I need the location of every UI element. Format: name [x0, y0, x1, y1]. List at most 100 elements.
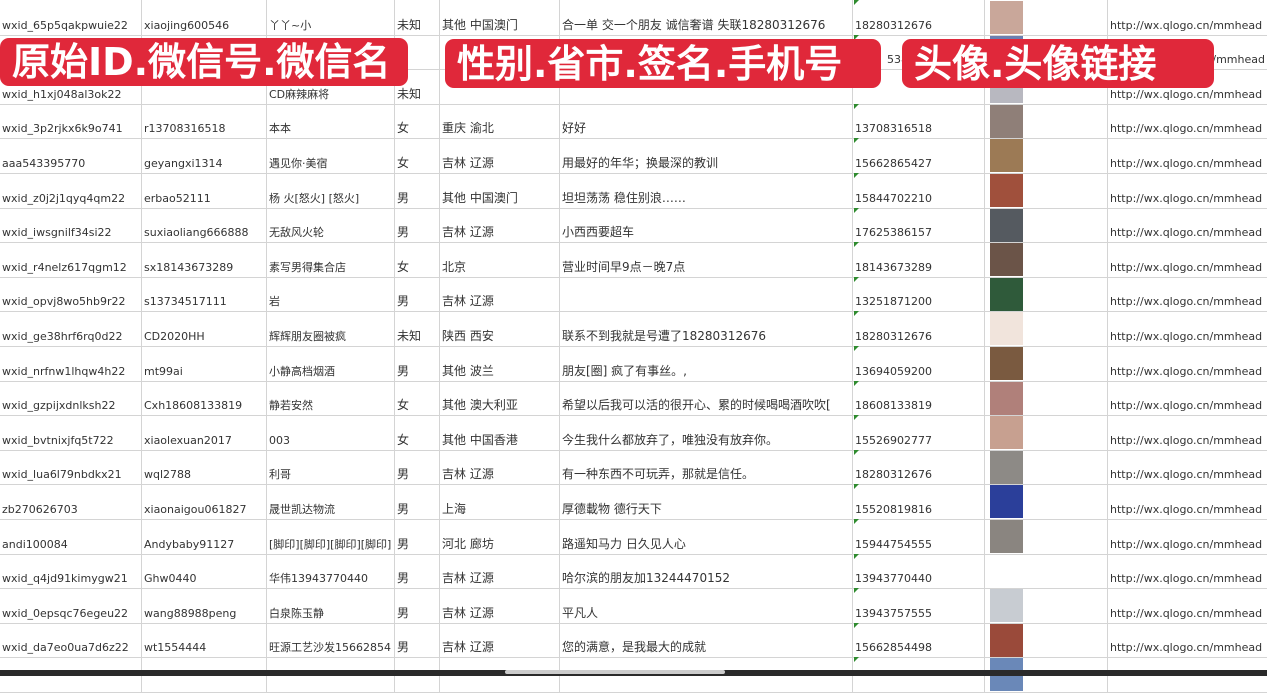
region-cell[interactable]: 吉林 辽源	[440, 449, 560, 485]
gender-cell[interactable]: 男	[395, 622, 440, 658]
gender-cell[interactable]	[395, 34, 440, 70]
gender-cell[interactable]: 男	[395, 346, 440, 381]
phone-cell[interactable]: 15662854498	[853, 622, 985, 658]
avatar-cell[interactable]	[985, 588, 1108, 623]
avatar-cell[interactable]	[985, 415, 1108, 450]
original-id-cell[interactable]: wxid_65p5qakpwuie22	[0, 0, 142, 35]
original-id-cell[interactable]: wxid_bvtnixjfq5t722	[0, 415, 142, 450]
phone-cell[interactable]: 18143673289	[853, 242, 985, 277]
wechat-id-cell[interactable]: xiaojing600546	[142, 0, 267, 35]
region-cell[interactable]: 吉林 辽源	[440, 588, 560, 623]
original-id-cell[interactable]: wxid_da7eo0ua7d6z22	[0, 622, 142, 658]
avatar-cell[interactable]	[985, 242, 1108, 277]
avatar-link-cell[interactable]: http://wx.qlogo.cn/mmhead	[1108, 415, 1267, 450]
region-cell[interactable]: 其他 波兰	[440, 346, 560, 381]
wechat-id-cell[interactable]: wt1554444	[142, 622, 267, 658]
wechat-name-cell[interactable]: CD麻辣麻将	[267, 69, 395, 104]
gender-cell[interactable]: 男	[395, 553, 440, 589]
wechat-name-cell[interactable]: 静若安然	[267, 380, 395, 416]
avatar-cell[interactable]	[985, 207, 1108, 243]
original-id-cell[interactable]: wxid_h1xj048al3ok22	[0, 69, 142, 104]
signature-cell[interactable]: 今生我什么都放弃了，唯独没有放弃你。	[560, 415, 853, 450]
avatar-link-cell[interactable]: http://wx.qlogo.cn/mmhead	[1108, 381, 1267, 416]
avatar-link-cell[interactable]: http://wx.qlogo.cn/mmhead	[1108, 311, 1267, 346]
wechat-id-cell[interactable]: r13708316518	[142, 103, 267, 139]
original-id-cell[interactable]: wxid_opvj8wo5hb9r22	[0, 276, 142, 312]
avatar-link-cell[interactable]: http://wx.qlogo.cn/mmhead	[1108, 623, 1267, 658]
region-cell[interactable]: 其他 澳大利亚	[440, 380, 560, 416]
signature-cell[interactable]: 联系不到我就是号遭了18280312676	[560, 311, 853, 346]
wechat-id-cell[interactable]: mt99ai	[142, 346, 267, 381]
avatar-cell[interactable]	[985, 449, 1108, 485]
phone-cell[interactable]: 18280312676	[853, 449, 985, 485]
wechat-name-cell[interactable]: 晟世凯达物流	[267, 484, 395, 519]
wechat-name-cell[interactable]: 素写男得集合店	[267, 242, 395, 277]
region-cell[interactable]: 吉林 辽源	[440, 138, 560, 173]
avatar-link-cell[interactable]: http://wx.qlogo.cn/mmhead	[1108, 208, 1267, 243]
wechat-name-cell[interactable]: [脚印][脚印][脚印][脚印]	[267, 519, 395, 554]
wechat-id-cell[interactable]: Ghw0440	[142, 553, 267, 589]
gender-cell[interactable]: 女	[395, 380, 440, 416]
avatar-cell[interactable]	[985, 103, 1108, 139]
original-id-cell[interactable]: andi100084	[0, 519, 142, 554]
region-cell[interactable]: 其他 中国香港	[440, 415, 560, 450]
wechat-id-cell[interactable]: Andybaby91127	[142, 519, 267, 554]
gender-cell[interactable]: 男	[395, 449, 440, 485]
wechat-id-cell[interactable]: s13734517111	[142, 276, 267, 312]
avatar-cell[interactable]	[985, 311, 1108, 346]
signature-cell[interactable]: 用最好的年华；换最深的教训	[560, 138, 853, 173]
phone-cell[interactable]: 13943770440	[853, 553, 985, 589]
avatar-cell[interactable]	[985, 622, 1108, 658]
region-cell[interactable]: 其他 中国澳门	[440, 173, 560, 208]
avatar-link-cell[interactable]: http://wx.qlogo.cn/mmhead	[1108, 346, 1267, 381]
gender-cell[interactable]: 男	[395, 519, 440, 554]
original-id-cell[interactable]: wxid_r4nelz617qgm12	[0, 242, 142, 277]
avatar-link-cell[interactable]: http://wx.qlogo.cn/mmhead	[1108, 69, 1267, 104]
region-cell[interactable]: 吉林 辽源	[440, 276, 560, 312]
wechat-id-cell[interactable]: CD2020HH	[142, 311, 267, 346]
phone-cell[interactable]: 18608133819	[853, 380, 985, 416]
region-cell[interactable]: 吉林 辽源	[440, 553, 560, 589]
wechat-name-cell[interactable]: 本本	[267, 103, 395, 139]
gender-cell[interactable]: 男	[395, 207, 440, 243]
wechat-id-cell[interactable]: geyangxi1314	[142, 138, 267, 173]
wechat-name-cell[interactable]: 遇见你·美宿	[267, 138, 395, 173]
wechat-name-cell[interactable]: 杨 火[怒火] [怒火]	[267, 173, 395, 208]
phone-cell[interactable]: 13708316518	[853, 103, 985, 139]
avatar-link-cell[interactable]: http://wx.qlogo.cn/mmhead	[1108, 104, 1267, 139]
gender-cell[interactable]: 男	[395, 484, 440, 519]
phone-cell[interactable]: 18280312676	[853, 311, 985, 346]
phone-cell[interactable]: 13251871200	[853, 276, 985, 312]
original-id-cell[interactable]: wxid_q4jd91kimygw21	[0, 553, 142, 589]
avatar-link-cell[interactable]: http://wx.qlogo.cn/mmhead	[1108, 484, 1267, 519]
avatar-link-cell[interactable]: http://wx.qlogo.cn/mmhead	[1108, 138, 1267, 173]
gender-cell[interactable]: 男	[395, 276, 440, 312]
avatar-cell[interactable]	[985, 519, 1108, 554]
avatar-link-cell[interactable]: /mmhead	[1108, 35, 1267, 70]
original-id-cell[interactable]: aaa543395770	[0, 138, 142, 173]
wechat-name-cell[interactable]: 华伟13943770440	[267, 553, 395, 589]
region-cell[interactable]: 吉林 辽源	[440, 207, 560, 243]
region-cell[interactable]: 上海	[440, 484, 560, 519]
wechat-id-cell[interactable]	[142, 69, 267, 104]
region-cell[interactable]: 重庆 渝北	[440, 103, 560, 139]
gender-cell[interactable]: 未知	[395, 0, 440, 35]
gender-cell[interactable]: 男	[395, 588, 440, 623]
signature-cell[interactable]: 哈尔滨的朋友加13244470152	[560, 553, 853, 589]
gender-cell[interactable]: 男	[395, 173, 440, 208]
avatar-cell[interactable]	[985, 138, 1108, 173]
wechat-id-cell[interactable]: suxiaoliang666888	[142, 207, 267, 243]
phone-cell[interactable]: 17625386157	[853, 207, 985, 243]
wechat-id-cell[interactable]: wql2788	[142, 449, 267, 485]
wechat-name-cell[interactable]: 白泉陈玉静	[267, 588, 395, 623]
signature-cell[interactable]: 厚德載物 德行天下	[560, 484, 853, 519]
wechat-name-cell[interactable]: 岩	[267, 276, 395, 312]
original-id-cell[interactable]: wxid_iwsgnilf34si22	[0, 207, 142, 243]
original-id-cell[interactable]: wxid_ge38hrf6rq0d22	[0, 311, 142, 346]
region-cell[interactable]: 陕西 西安	[440, 311, 560, 346]
original-id-cell[interactable]: zb270626703	[0, 484, 142, 519]
original-id-cell[interactable]: wxid_0epsqc76egeu22	[0, 588, 142, 623]
original-id-cell[interactable]: wxid_z0j2j1qyq4qm22	[0, 173, 142, 208]
signature-cell[interactable]: 希望以后我可以活的很开心、累的时候喝喝酒吹吹[	[560, 380, 853, 416]
gender-cell[interactable]: 女	[395, 138, 440, 173]
